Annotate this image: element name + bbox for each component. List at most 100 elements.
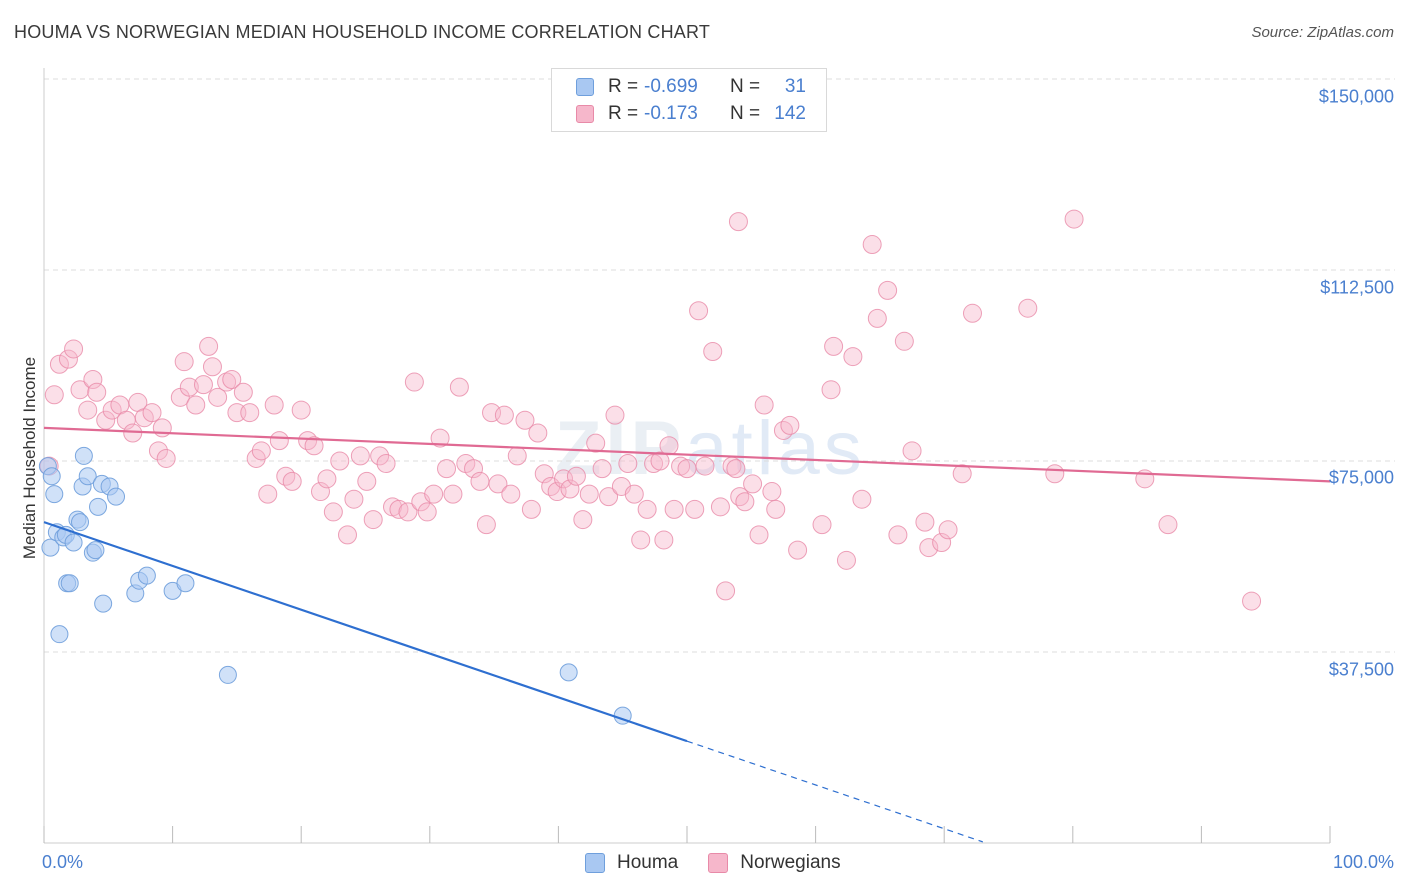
norwegians-point [654,530,674,550]
norwegians-point [716,581,736,601]
norwegians-point [1018,298,1038,318]
houma-point [176,574,195,593]
norwegians-point [282,471,302,491]
norwegians-point [251,441,271,461]
norwegians-point [417,502,437,522]
houma-point [559,663,578,682]
norwegians-point [357,471,377,491]
houma-point [42,467,61,486]
houma-point [137,566,156,585]
norwegians-point [919,538,939,558]
norwegians-point [424,484,444,504]
legend-n-label: N = [730,103,761,124]
norwegians-point [566,466,586,486]
houma-point [41,538,60,557]
norwegians-point [494,405,514,425]
norwegians-point [217,372,237,392]
norwegians-point [624,484,644,504]
norwegians-point [902,441,922,461]
norwegians-point [637,499,657,519]
legend-r-value: -0.699 [644,76,698,97]
houma-point [45,485,64,504]
norwegians-point [677,459,697,479]
houma-point [60,574,79,593]
norwegians-point [152,418,172,438]
norwegians-point [821,380,841,400]
legend-label-houma: Houma [617,852,679,873]
watermark: ZIPatlas [555,405,866,492]
norwegians-point [83,370,103,390]
norwegians-point [915,512,935,532]
norwegians-point [728,212,748,232]
series-legend: Houma Norwegians [585,852,871,874]
norwegians-point [867,308,887,328]
y-tick-label-150000: $150,000 [1318,86,1394,107]
houma-point [74,446,93,465]
chart-title: HOUMA VS NORWEGIAN MEDIAN HOUSEHOLD INCO… [14,22,711,42]
legend-r-label: R = [608,103,639,124]
houma-point [50,625,69,644]
norwegians-point [631,530,651,550]
norwegians-point [599,487,619,507]
norwegians-point [58,349,78,369]
norwegians-point [824,336,844,356]
norwegians-point [323,502,343,522]
houma-trend-line [43,521,688,743]
norwegians-point [344,489,364,509]
correlation-legend: R = -0.699 N = 31 R = -0.173 N = 142 [551,68,827,132]
norwegians-point [298,431,318,451]
norwegians-point [291,400,311,420]
norwegians-point [64,339,84,359]
norwegians-point [1242,591,1262,611]
houma-point [89,497,108,516]
norwegians-point [1064,209,1084,229]
legend-row-norwegians: R = -0.173 N = 142 [576,102,806,126]
houma-point [64,533,83,552]
norwegians-point [1045,464,1065,484]
norwegians-swatch [576,105,594,123]
legend-item-norwegians[interactable]: Norwegians [708,852,841,874]
norwegians-point [337,525,357,545]
norwegians-point [521,499,541,519]
norwegians-point [710,497,730,517]
norwegians-point [310,482,330,502]
norwegians-point [932,532,952,552]
legend-label-norwegians: Norwegians [740,852,841,873]
norwegians-point [464,459,484,479]
norwegians-point [618,454,638,474]
norwegians-point [938,520,958,540]
norwegians-point [179,377,199,397]
norwegians-point [754,395,774,415]
norwegians-point [749,525,769,545]
norwegians-point [586,433,606,453]
norwegians-point [233,382,253,402]
watermark-atlas: atlas [685,406,866,491]
norwegians-point [703,341,723,361]
norwegians-point [773,420,793,440]
norwegians-point [894,331,914,351]
norwegians-point [476,515,496,535]
norwegians-point [659,436,679,456]
legend-r-value: -0.173 [644,103,698,124]
y-axis-label: Median Household Income [20,356,39,560]
norwegians-point [202,357,222,377]
legend-r-label: R = [608,76,639,97]
legend-item-houma[interactable]: Houma [585,852,678,874]
norwegians-point [836,550,856,570]
norwegians-swatch [708,853,729,873]
norwegians-point [507,446,527,466]
norwegians-point [156,448,176,468]
norwegians-point [304,436,324,456]
norwegians-point [193,375,213,395]
norwegians-point [142,403,162,423]
norwegians-point [843,347,863,367]
norwegians-point [317,469,337,489]
y-tick-label-75000: $75,000 [1328,467,1394,488]
norwegians-point [398,502,418,522]
norwegians-point [437,459,457,479]
norwegians-point [186,395,206,415]
norwegians-point [962,303,982,323]
norwegians-point [515,410,535,430]
houma-points [38,446,632,725]
